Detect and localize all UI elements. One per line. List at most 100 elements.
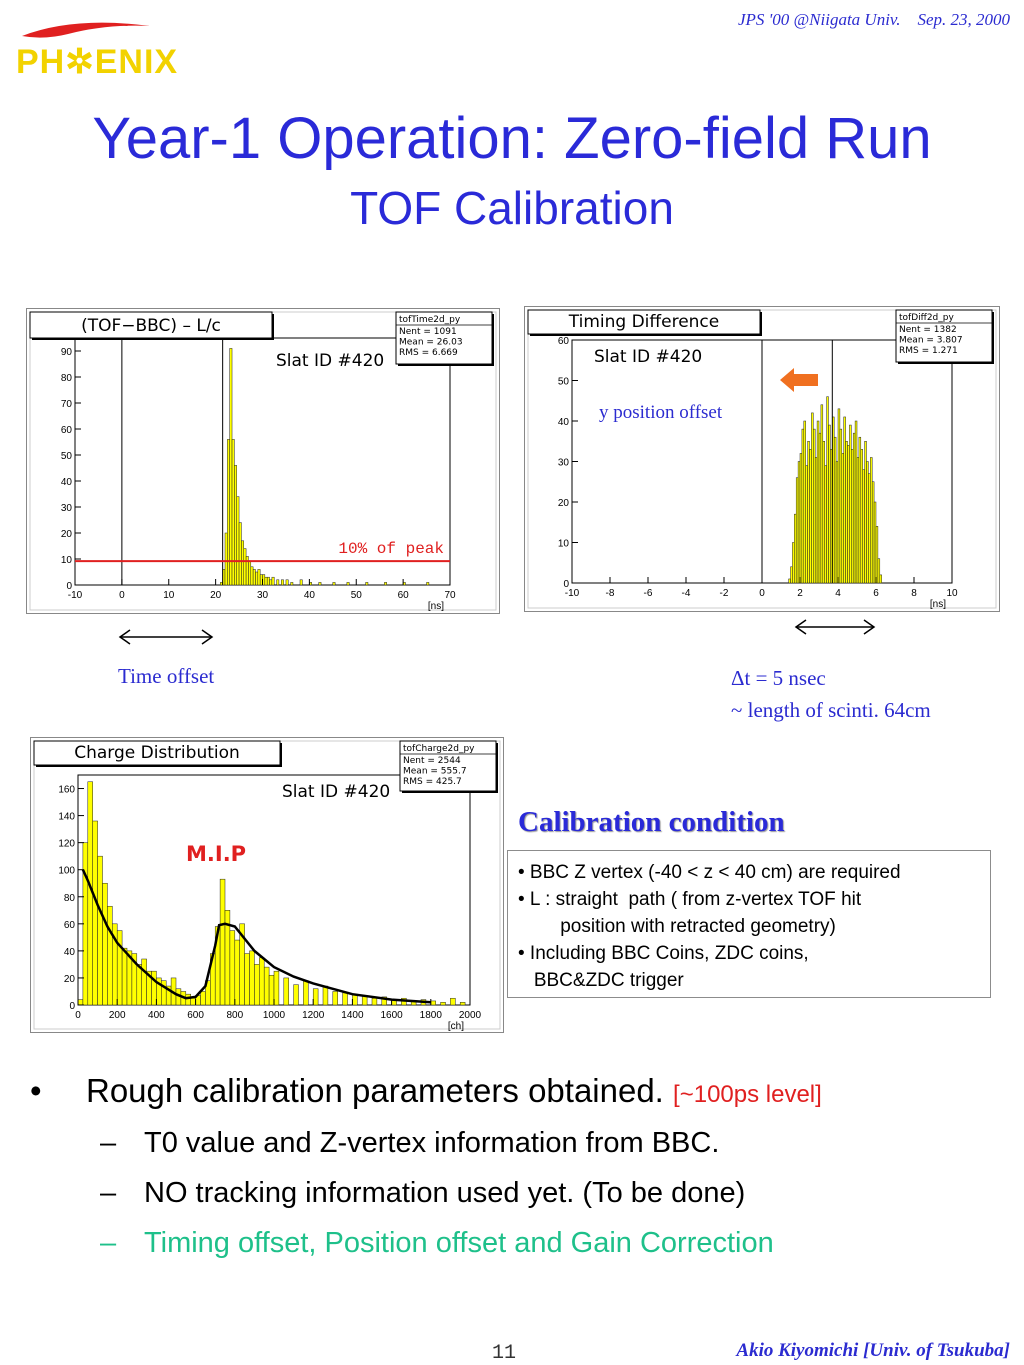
histogram-bar — [236, 496, 240, 586]
stats-line: RMS = 1.271 — [899, 346, 958, 356]
histogram-bar — [250, 566, 254, 586]
histogram-bar — [92, 820, 98, 1006]
stats-line: Mean = 26.03 — [399, 338, 463, 348]
histogram-bar — [835, 461, 839, 584]
bullet-main-text: Rough calibration parameters obtained. — [86, 1072, 664, 1109]
x-tick-label: 8 — [911, 588, 917, 599]
histogram-bar — [151, 970, 157, 1006]
histogram-bar — [322, 985, 329, 1006]
x-tick-label: -6 — [644, 588, 653, 599]
histogram-bar — [813, 428, 816, 584]
sub-bullet: – NO tracking information used yet. (To b… — [30, 1168, 1010, 1218]
histogram-bar — [814, 457, 818, 584]
histogram-bar — [234, 939, 240, 1006]
x-tick-label: 4 — [835, 588, 841, 599]
histogram-bar — [312, 988, 319, 1006]
stats-box — [395, 311, 493, 365]
histogram-bar — [342, 992, 348, 1006]
histogram-bar — [795, 477, 799, 584]
x-tick-label: 400 — [148, 1010, 165, 1021]
histogram-bar — [365, 582, 369, 586]
histogram-bar — [97, 855, 103, 1006]
histogram-bar — [873, 501, 877, 584]
calibration-line: • L : straight path ( from z-vertex TOF … — [518, 889, 862, 910]
bullet-main: • Rough calibration parameters obtained. … — [30, 1068, 1010, 1118]
title-box — [33, 740, 281, 766]
x-axis-label: [ns] — [930, 599, 946, 610]
histogram-bar — [268, 974, 275, 1006]
histogram-bar — [811, 412, 814, 584]
histogram-bar — [847, 445, 850, 584]
stats-line: Nent = 1382 — [899, 325, 957, 335]
x-tick-label: 0 — [759, 588, 765, 599]
histogram-bar — [283, 977, 289, 1006]
stats-name: tofTime2d_py — [399, 315, 461, 325]
histogram-bar — [384, 582, 387, 586]
histogram-bar — [271, 576, 275, 586]
histogram-bar — [828, 424, 831, 584]
sub-bullet-highlight: – Timing offset, Position offset and Gain… — [30, 1218, 1010, 1268]
histogram-bar — [801, 428, 805, 584]
y-tick-label: 0 — [69, 1001, 75, 1012]
histogram-bar — [450, 997, 456, 1006]
x-tick-label: 0 — [75, 1010, 81, 1021]
sub-bullet-dash: – — [100, 1227, 117, 1259]
histogram-bar — [249, 950, 255, 1006]
logo-swoosh — [22, 22, 150, 38]
histogram-bar — [257, 569, 261, 586]
histogram-bar — [858, 436, 862, 584]
calibration-line: BBC&ZDC trigger — [518, 970, 684, 991]
histogram-bar — [870, 457, 873, 584]
fit-curve — [81, 869, 431, 1004]
histogram-bar — [852, 432, 856, 584]
histogram-bar — [252, 569, 256, 586]
histogram-bar — [799, 453, 803, 584]
slat-id-label: Slat ID #420 — [276, 351, 384, 371]
histogram-bar — [229, 930, 236, 1006]
histogram-bar — [107, 905, 113, 1006]
y-tick-label: 70 — [61, 399, 73, 410]
charge-distribution-histogram: 0 200 400 600 800 1000 1200 1400 1600 1800 2000 0 20… — [30, 737, 504, 1033]
slat-id-label: Slat ID #420 — [282, 782, 390, 802]
histogram-bar — [332, 582, 336, 586]
bullet-dot: • — [30, 1072, 42, 1109]
histogram-bar — [219, 878, 226, 1006]
histogram-bar — [303, 980, 309, 1006]
bullet-main-tag: [~100ps level] — [673, 1081, 822, 1108]
y-tick-label: 0 — [563, 579, 569, 590]
y-tick-label: 160 — [58, 785, 75, 796]
histogram-bar — [200, 991, 206, 1006]
sub-bullet-text: T0 value and Z-vertex information from B… — [144, 1127, 720, 1159]
x-tick-label: 2000 — [459, 1010, 482, 1021]
calibration-line: • BBC Z vertex (-40 < z < 40 cm) are req… — [518, 862, 901, 883]
histogram-bar — [824, 465, 827, 584]
y-tick-label: 80 — [64, 893, 76, 904]
page-subtitle: TOF Calibration — [350, 182, 674, 234]
x-tick-label: 70 — [444, 590, 456, 601]
sub-bullet-dash: – — [100, 1127, 117, 1159]
y-tick-label: 50 — [61, 451, 73, 462]
left-arrow-icon — [780, 368, 818, 392]
calibration-box: • BBC Z vertex (-40 < z < 40 cm) are req… — [507, 850, 991, 998]
histogram-bar — [849, 424, 852, 584]
x-tick-label: -8 — [606, 588, 615, 599]
histogram-bar — [254, 964, 260, 1006]
x-tick-label: 200 — [109, 1010, 126, 1021]
histogram-bar — [371, 997, 378, 1006]
histogram-bar — [285, 579, 289, 586]
histogram-bar — [141, 958, 147, 1006]
histogram-bar — [820, 404, 824, 584]
x-tick-label: 10 — [946, 588, 958, 599]
histogram-bar — [264, 576, 268, 586]
y-tick-label: 0 — [66, 581, 72, 592]
histogram-bar — [243, 548, 247, 586]
x-tick-label: 50 — [351, 590, 363, 601]
x-tick-label: 30 — [257, 590, 269, 601]
histogram-bar — [185, 993, 191, 1006]
histogram-bar — [77, 999, 84, 1006]
x-tick-label: 40 — [304, 590, 316, 601]
histogram-bar — [864, 441, 867, 584]
x-tick-label: 1800 — [420, 1010, 443, 1021]
histogram-bar — [803, 420, 806, 584]
sub-bullet: – T0 value and Z-vertex information from … — [30, 1118, 1010, 1168]
